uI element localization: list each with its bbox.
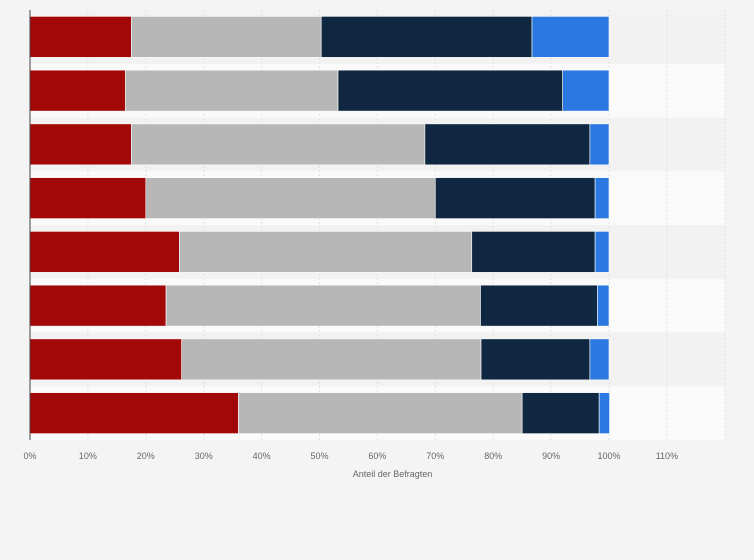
bar-segment-series-2	[131, 123, 426, 166]
bar-segment-series-1	[29, 231, 180, 273]
bar-segment-series-2	[131, 16, 322, 58]
bar-segment-series-4	[598, 392, 610, 434]
x-axis-ticks: 0% 10% 20% 30% 40% 50% 60% 70% 80% 90% 100% 110%	[23, 451, 678, 461]
bar-segment-series-1	[29, 392, 239, 434]
x-tick-label: 80%	[484, 451, 502, 461]
x-axis-title: Anteil der Befragten	[353, 469, 433, 479]
bar-segment-series-4	[531, 16, 610, 58]
x-tick-label: 110%	[656, 451, 678, 461]
bar-segment-series-3	[471, 231, 596, 273]
bar-segment-series-3	[424, 123, 591, 166]
bar-segment-series-4	[589, 123, 610, 166]
bar-segment-series-1	[29, 69, 126, 112]
bar-segment-series-2	[181, 338, 482, 381]
bar-segment-series-4	[589, 338, 610, 381]
bar-segment-series-3	[521, 392, 600, 434]
x-tick-label: 60%	[368, 451, 386, 461]
bar-segment-series-4	[594, 231, 610, 273]
bar-segment-series-2	[145, 177, 436, 219]
x-tick-label: 10%	[79, 451, 97, 461]
bar-segment-series-3	[337, 69, 563, 112]
bar-segment-series-2	[165, 284, 481, 327]
bar-segment-series-1	[29, 177, 147, 219]
x-tick-label: 30%	[195, 451, 213, 461]
bar-segment-series-2	[125, 69, 339, 112]
x-tick-label: 40%	[253, 451, 271, 461]
bar-segment-series-1	[29, 284, 167, 327]
bar-segment-series-2	[179, 231, 473, 273]
x-tick-label: 100%	[597, 451, 620, 461]
bar-segment-series-3	[434, 177, 596, 219]
x-tick-label: 50%	[310, 451, 328, 461]
bar-segment-series-4	[562, 69, 610, 112]
bar-segment-series-3	[320, 16, 533, 58]
bar-segment-series-1	[29, 123, 132, 166]
bars	[29, 16, 610, 434]
bar-segment-series-4	[594, 177, 610, 219]
x-tick-label: 0%	[23, 451, 36, 461]
x-tick-label: 70%	[426, 451, 444, 461]
x-tick-label: 90%	[542, 451, 560, 461]
bar-segment-series-3	[480, 284, 598, 327]
bar-segment-series-2	[238, 392, 523, 434]
x-tick-label: 20%	[137, 451, 155, 461]
bar-segment-series-3	[480, 338, 591, 381]
bar-segment-series-4	[597, 284, 610, 327]
bar-segment-series-1	[29, 338, 182, 381]
bar-segment-series-1	[29, 16, 132, 58]
